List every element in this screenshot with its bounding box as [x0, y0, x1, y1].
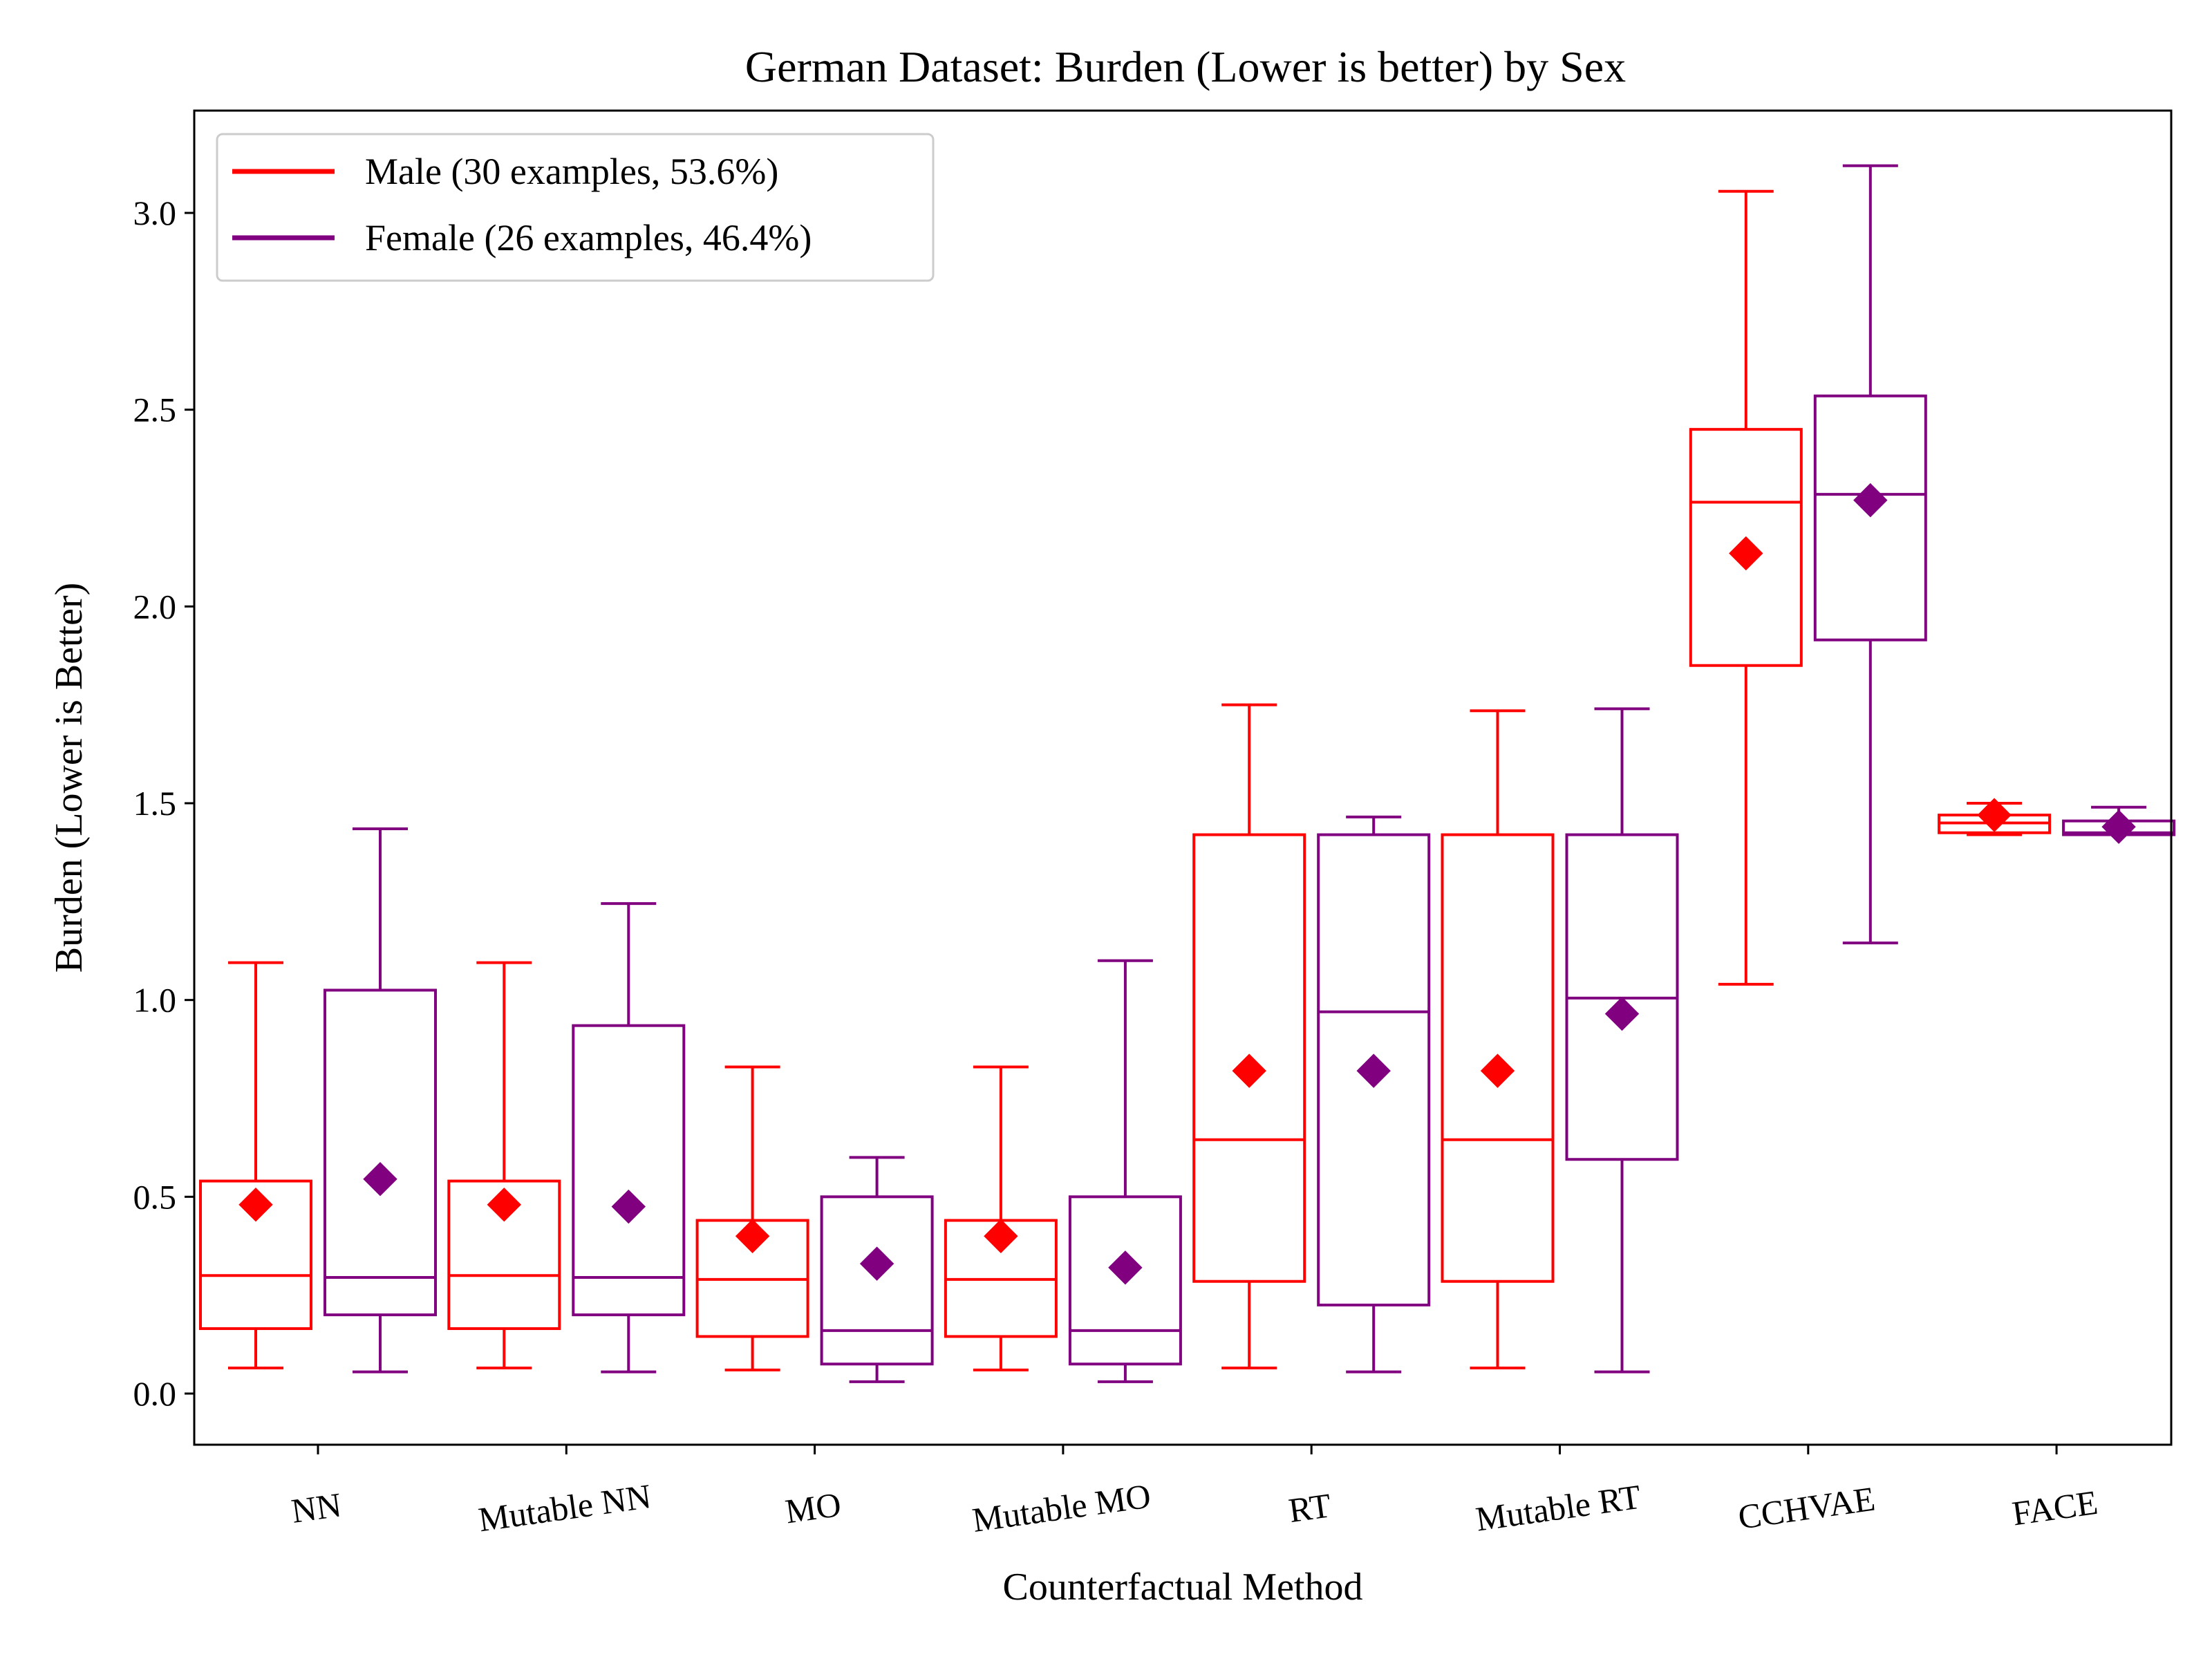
mean-marker	[1232, 1053, 1266, 1088]
mean-marker	[1356, 1053, 1391, 1088]
y-tick-label: 0.5	[133, 1177, 177, 1216]
legend-label-male: Male (30 examples, 53.6%)	[365, 151, 778, 192]
y-tick-label: 3.0	[133, 194, 177, 232]
mean-marker	[1853, 482, 1888, 518]
y-axis-label: Burden (Lower is Better)	[48, 583, 91, 973]
y-tick-label: 0.0	[133, 1374, 177, 1413]
mean-marker	[487, 1188, 522, 1222]
iqr-box	[199, 1179, 312, 1331]
y-tick-label: 1.5	[133, 784, 177, 823]
mean-marker	[1108, 1250, 1143, 1285]
iqr-box	[1192, 833, 1306, 1283]
iqr-box	[572, 1024, 686, 1317]
mean-marker	[735, 1219, 770, 1253]
mean-marker	[984, 1219, 1018, 1253]
mean-marker	[2101, 809, 2136, 844]
axes-frame	[193, 109, 2173, 1446]
iqr-box	[1813, 394, 1927, 641]
y-tick-label: 2.0	[133, 587, 177, 626]
legend: Male (30 examples, 53.6%) Female (26 exa…	[216, 133, 935, 282]
mean-marker	[1729, 536, 1763, 571]
mean-marker	[859, 1246, 894, 1281]
x-tick-label: RT	[1286, 1485, 1333, 1530]
iqr-box	[1317, 833, 1431, 1306]
iqr-box	[820, 1195, 934, 1366]
x-axis-label: Counterfactual Method	[1003, 1566, 1363, 1609]
chart-title: German Dataset: Burden (Lower is better)…	[745, 42, 1626, 91]
mean-marker	[611, 1189, 646, 1224]
x-tick-label: NN	[289, 1485, 344, 1530]
mean-marker	[1977, 798, 2012, 832]
iqr-box	[1068, 1195, 1182, 1366]
legend-frame	[216, 133, 935, 282]
iqr-box	[1441, 833, 1555, 1283]
mean-marker	[1604, 996, 1640, 1031]
mean-marker	[363, 1162, 397, 1197]
legend-label-female: Female (26 examples, 46.4%)	[365, 217, 812, 259]
iqr-box	[324, 988, 437, 1317]
y-tick-label: 2.5	[133, 391, 177, 429]
x-tick-label: MO	[782, 1485, 843, 1531]
iqr-box	[447, 1179, 561, 1331]
y-tick-label: 1.0	[133, 981, 177, 1020]
mean-marker	[238, 1188, 273, 1222]
mean-marker	[1480, 1053, 1515, 1088]
iqr-box	[1689, 428, 1803, 667]
